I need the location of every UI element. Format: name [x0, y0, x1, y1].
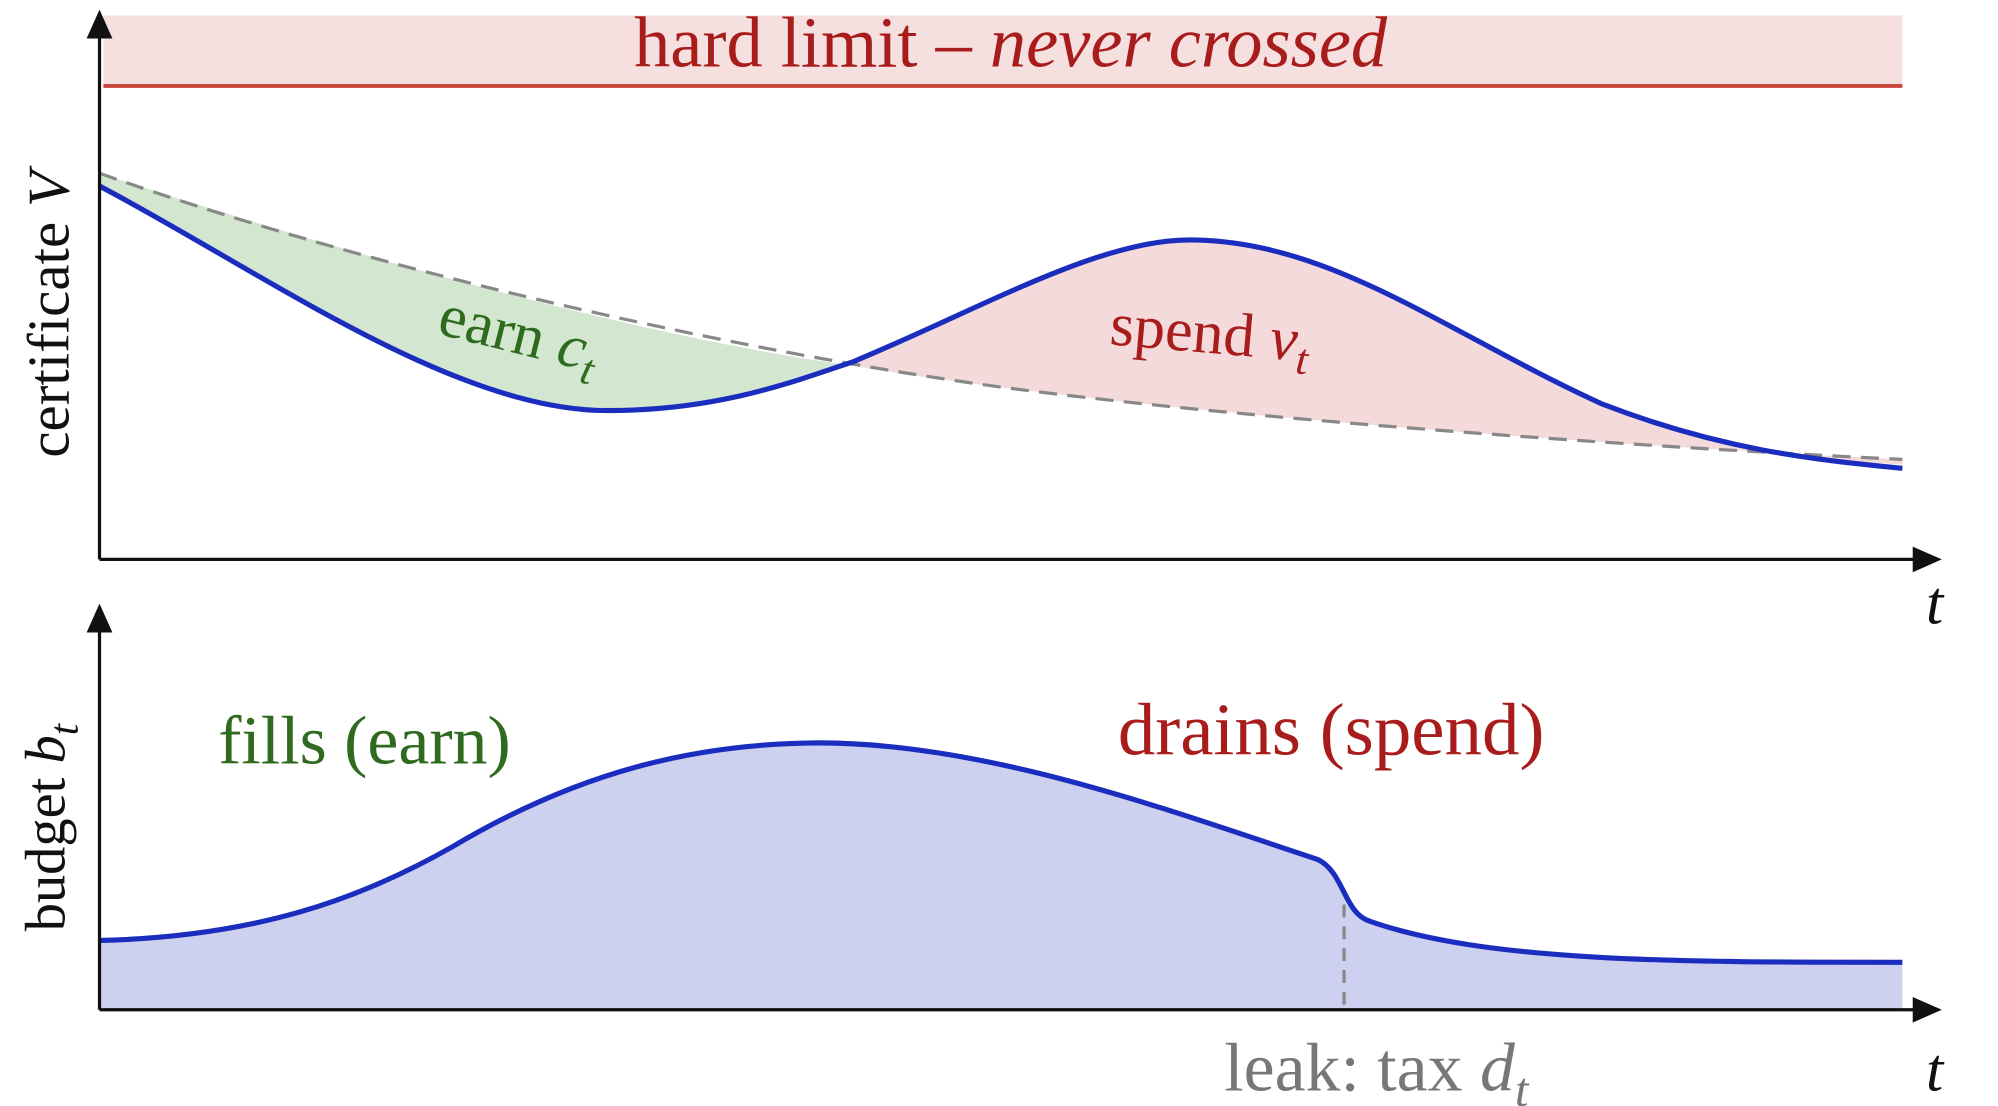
earn-area	[99, 173, 843, 411]
fills-label: fills (earn)	[218, 703, 510, 780]
certificate-curve	[98, 183, 1903, 471]
budget-area	[99, 742, 1903, 1010]
earn-label: earn ct	[430, 281, 608, 395]
y-axis-label: budget bt	[15, 722, 86, 931]
budget-curve	[99, 740, 1903, 965]
spend-area	[842, 239, 1903, 465]
x-axis-label: t	[1926, 1037, 1945, 1105]
hard-limit-band	[103, 15, 1903, 86]
drains-label: drains (spend)	[1118, 689, 1545, 772]
reference-curve	[98, 171, 1903, 461]
hard-limit-label: hard limit – never crossed	[634, 3, 1388, 83]
x-axis-label: t	[1926, 570, 1945, 638]
spend-label: spend νt	[1107, 291, 1315, 385]
y-axis-label: certificate V	[15, 165, 81, 457]
leak-label: leak: tax dt	[1224, 1030, 1530, 1106]
